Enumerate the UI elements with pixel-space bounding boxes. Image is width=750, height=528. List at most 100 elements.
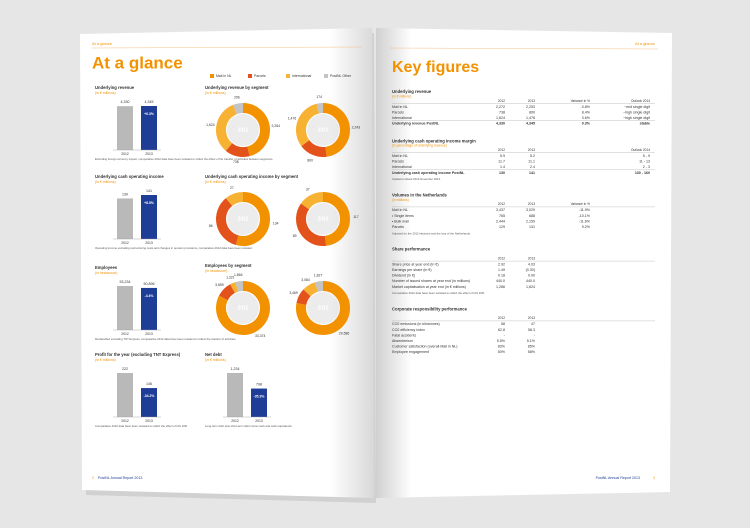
value-label: 222	[122, 367, 128, 371]
table-cell: 62.8	[498, 328, 505, 332]
chart-title: Employees by segment	[205, 263, 252, 268]
donut-segment	[225, 192, 244, 207]
legend-swatch	[324, 74, 328, 78]
donut-segment	[242, 103, 270, 157]
table-cell: Absenteeism	[392, 339, 413, 343]
table-cell: Mail in NL	[392, 105, 408, 109]
donut-segment	[322, 103, 350, 157]
column-header: 2013	[528, 148, 535, 152]
column-header: 2012	[498, 99, 505, 103]
segment-label: 29,586	[339, 331, 349, 335]
legend-swatch	[248, 74, 252, 78]
table-cell: Parcels	[392, 160, 404, 164]
table-cell: Dividend (in €)	[392, 274, 415, 278]
legend-swatch	[210, 74, 214, 78]
table-cell: 4,330	[496, 122, 505, 126]
table-footnote: Adjusted for the 2012 elections and the …	[392, 231, 471, 235]
footnote-box: Reclassified excluding TNT Express, comp…	[95, 338, 236, 341]
segment-label: 27	[230, 186, 234, 190]
table-cell: 738	[499, 110, 505, 114]
chart-title: Net debt	[205, 352, 222, 357]
segment-label: 2,243	[352, 126, 361, 130]
table-cell: -	[504, 333, 506, 337]
table-cell: Underlying cash operating income PostNL	[392, 171, 465, 175]
header-rule	[389, 47, 659, 50]
table-footnote: Comparative 2012 data have been restated…	[392, 291, 485, 295]
table-title: Corporate responsibility performance	[392, 307, 468, 312]
bar	[117, 106, 133, 150]
donut-hole	[227, 114, 259, 146]
column-header: 2013	[528, 99, 535, 103]
segment-label: 2,264	[271, 124, 280, 128]
chart-unit: (in headcount)	[95, 271, 117, 275]
donut-hole	[227, 292, 259, 324]
value-label: 50,896	[144, 282, 155, 286]
bar	[141, 388, 157, 417]
donut-year: 2013	[317, 216, 328, 222]
chart-title: Employees	[95, 265, 118, 270]
table-cell: 8.4%	[582, 110, 591, 114]
legend-label: International	[292, 74, 311, 78]
donut-hole	[227, 203, 259, 235]
segment-label: 33,374	[255, 334, 265, 338]
table-title: Underlying cash operating income margin	[392, 138, 476, 143]
table-cell: 11.1	[528, 160, 535, 164]
table-cell: 1,624	[496, 116, 505, 120]
table-cell: 2,253	[526, 105, 535, 109]
table-cell: International	[392, 165, 412, 169]
table-cell: 1,286	[496, 285, 505, 289]
donut-segment	[296, 203, 327, 246]
table-cell: Parcels	[392, 225, 404, 229]
column-header: Outlook 2014	[631, 99, 650, 103]
table-cell: (0.30)	[526, 268, 535, 272]
table-cell: Underlying revenue PostNL	[392, 122, 440, 126]
table-cell: 1,624	[526, 285, 535, 289]
donut-segment	[216, 104, 238, 151]
column-header: 2012	[498, 202, 505, 206]
bar	[141, 287, 157, 330]
segment-label: 3,084	[301, 278, 310, 282]
table-cell: Fatal accidents	[392, 333, 416, 337]
change-label: +8.5%	[144, 201, 154, 205]
bar	[141, 106, 157, 150]
table-cell: 440.0	[526, 279, 535, 283]
footer: PostNL Annual Report 2013	[596, 476, 640, 480]
year-label: 2013	[255, 419, 263, 423]
table-cell: 5.2	[530, 154, 535, 158]
legend-label: PostNL Other	[330, 74, 352, 78]
chart-unit: (in € millions)	[205, 91, 226, 95]
table-cell: CO2 efficiency index	[392, 328, 425, 332]
table-cell: 50%	[498, 350, 506, 354]
segment-label: 1,866	[234, 273, 243, 277]
table-footnote: Updated outlook 2014 November 2013.	[392, 177, 441, 181]
column-header: 2013	[528, 316, 535, 320]
bar	[117, 198, 133, 239]
year-label: 2012	[121, 332, 129, 336]
bar	[251, 388, 267, 417]
table-cell: Mail in NL	[392, 154, 408, 158]
value-label: 4,345	[145, 100, 154, 104]
value-label: 141	[146, 189, 152, 193]
year-label: 2013	[145, 152, 153, 156]
segment-label: 738	[233, 160, 239, 164]
table-cell: Number of issued shares at year end (in …	[392, 279, 470, 283]
column-header: 2012	[498, 316, 505, 320]
donut-segment	[314, 281, 324, 292]
donut-segment	[296, 281, 350, 335]
segment-label: 37	[306, 188, 310, 192]
year-label: 2013	[145, 241, 153, 245]
table-cell: • Single items	[392, 214, 414, 218]
table-cell: 58%	[528, 350, 536, 354]
donut-hole	[307, 114, 339, 146]
donut-year: 2012	[237, 127, 248, 133]
table-cell: 2.92	[498, 262, 505, 266]
footnote: Operating income excluding restructuring…	[95, 247, 253, 250]
table-cell: International	[392, 116, 412, 120]
value-label: 1,234	[231, 367, 240, 371]
change-label: -35.3%	[254, 394, 265, 398]
donut-segment	[235, 192, 270, 246]
table-cell: 131	[529, 225, 535, 229]
segment-label: 1,476	[288, 117, 297, 121]
column-header: Outlook 2014	[631, 148, 650, 152]
